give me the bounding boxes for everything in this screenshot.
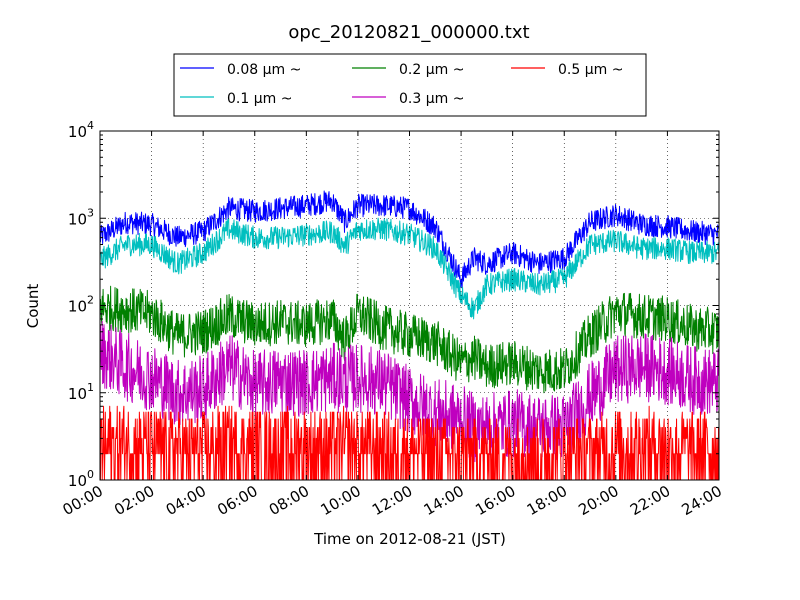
legend-label: 0.3 μm ~ (399, 91, 464, 107)
y-axis-label: Count (24, 284, 42, 329)
y-tick-label: 102 (68, 294, 94, 316)
legend: 0.08 μm ~ 0.1 μm ~ 0.2 μm ~ 0.3 μm ~ 0.5 μm … (173, 53, 647, 117)
x-tick-label: 24:00 (679, 482, 725, 519)
chart-title: opc_20120821_000000.txt (288, 22, 529, 43)
legend-label: 0.1 μm ~ (227, 91, 292, 107)
legend-label: 0.08 μm ~ (227, 62, 301, 78)
x-tick-label: 18:00 (524, 482, 570, 519)
y-tick-label: 100 (68, 468, 94, 490)
x-tick-label: 20:00 (575, 482, 621, 519)
y-tick-label: 103 (68, 206, 94, 228)
legend-box (173, 53, 647, 117)
x-tick-label: 22:00 (627, 482, 673, 519)
x-tick-label: 06:00 (214, 482, 260, 519)
x-tick-label: 04:00 (163, 482, 209, 519)
x-tick-label: 16:00 (472, 482, 518, 519)
x-tick-label: 10:00 (317, 482, 363, 519)
x-tick-label: 08:00 (266, 482, 312, 519)
x-tick-label: 14:00 (421, 482, 467, 519)
legend-label: 0.5 μm ~ (558, 62, 623, 78)
legend-label: 0.2 μm ~ (399, 62, 464, 78)
y-tick-label: 104 (68, 119, 94, 141)
y-tick-label: 101 (68, 381, 94, 403)
x-axis-label: Time on 2012-08-21 (JST) (313, 530, 506, 548)
x-tick-label: 12:00 (369, 482, 415, 519)
x-tick-label: 02:00 (111, 482, 157, 519)
